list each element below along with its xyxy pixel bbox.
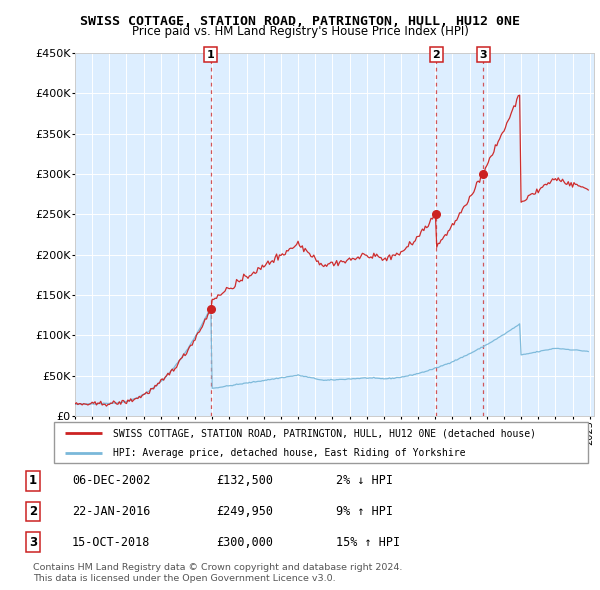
- Text: £132,500: £132,500: [216, 474, 273, 487]
- Text: 2: 2: [433, 50, 440, 60]
- Text: 06-DEC-2002: 06-DEC-2002: [72, 474, 151, 487]
- FancyBboxPatch shape: [54, 422, 588, 463]
- Text: Price paid vs. HM Land Registry's House Price Index (HPI): Price paid vs. HM Land Registry's House …: [131, 25, 469, 38]
- Text: 1: 1: [207, 50, 215, 60]
- Text: 22-JAN-2016: 22-JAN-2016: [72, 505, 151, 518]
- Text: 2: 2: [29, 505, 37, 518]
- Text: 3: 3: [29, 536, 37, 549]
- Text: 2% ↓ HPI: 2% ↓ HPI: [336, 474, 393, 487]
- Text: 1: 1: [29, 474, 37, 487]
- Text: SWISS COTTAGE, STATION ROAD, PATRINGTON, HULL, HU12 0NE: SWISS COTTAGE, STATION ROAD, PATRINGTON,…: [80, 15, 520, 28]
- Text: 15% ↑ HPI: 15% ↑ HPI: [336, 536, 400, 549]
- Text: £300,000: £300,000: [216, 536, 273, 549]
- Text: SWISS COTTAGE, STATION ROAD, PATRINGTON, HULL, HU12 0NE (detached house): SWISS COTTAGE, STATION ROAD, PATRINGTON,…: [113, 428, 536, 438]
- Text: £249,950: £249,950: [216, 505, 273, 518]
- Text: HPI: Average price, detached house, East Riding of Yorkshire: HPI: Average price, detached house, East…: [113, 448, 465, 458]
- Text: 3: 3: [479, 50, 487, 60]
- Text: Contains HM Land Registry data © Crown copyright and database right 2024.: Contains HM Land Registry data © Crown c…: [33, 563, 403, 572]
- Text: 15-OCT-2018: 15-OCT-2018: [72, 536, 151, 549]
- Text: This data is licensed under the Open Government Licence v3.0.: This data is licensed under the Open Gov…: [33, 574, 335, 583]
- Text: 9% ↑ HPI: 9% ↑ HPI: [336, 505, 393, 518]
